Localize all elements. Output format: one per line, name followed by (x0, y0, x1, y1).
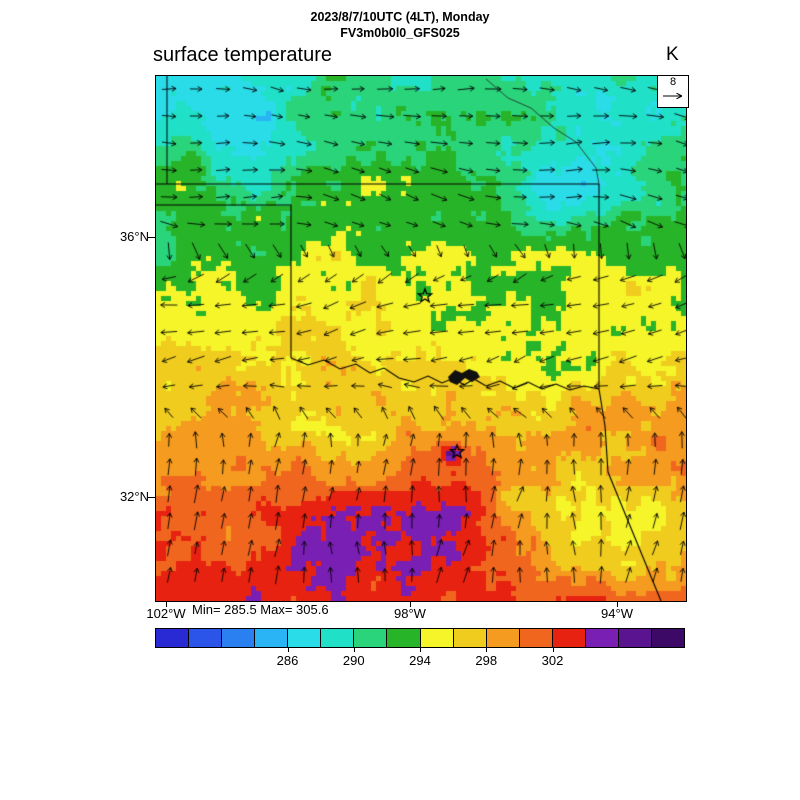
colorbar-segment (585, 629, 619, 647)
colorbar-tick-mark (287, 648, 289, 652)
colorbar-segment (519, 629, 553, 647)
lat-axis-label: 32°N (119, 488, 149, 504)
colorbar-segment (552, 629, 586, 647)
colorbar-tick-mark (420, 648, 421, 652)
lat-tick-mark (148, 496, 155, 498)
colorbar-segment (189, 629, 223, 647)
lat-tick-mark (148, 237, 155, 238)
colorbar-tick-mark (552, 648, 554, 652)
lon-axis-label: 94°W (601, 606, 633, 621)
colorbar-tick-mark (486, 648, 488, 652)
minmax-stats: Min= 285.5 Max= 305.6 (192, 602, 329, 617)
lon-tick-mark (409, 601, 411, 607)
colorbar-tick-label: 290 (342, 653, 365, 668)
wind-reference-value: 8 (669, 76, 677, 88)
lon-tick-mark (617, 601, 618, 607)
colorbar-segment (354, 629, 388, 647)
colorbar-segment (387, 629, 421, 647)
temperature-map-canvas (156, 76, 686, 601)
colorbar-tick-mark (353, 648, 355, 652)
lon-axis-label: 98°W (394, 606, 426, 621)
colorbar-segment (420, 629, 454, 647)
colorbar-tick-label: 294 (409, 653, 431, 668)
colorbar: 286 290 294 298 302 (155, 628, 685, 674)
model-line: FV3m0b0l0_GFS025 (340, 26, 460, 40)
units-label: K (666, 44, 679, 65)
colorbar-segment (255, 629, 289, 647)
colorbar-tick-label: 298 (475, 653, 498, 668)
colorbar-segment (618, 629, 652, 647)
colorbar-segment (288, 629, 322, 647)
colorbar-segment (156, 629, 190, 647)
plot-title: surface temperature (153, 44, 332, 66)
datetime-line: 2023/8/7/10UTC (4LT), Monday (310, 10, 490, 24)
colorbar-segments (155, 628, 685, 648)
colorbar-tick-label: 286 (276, 653, 299, 668)
colorbar-tick-label: 302 (541, 653, 564, 668)
plot-header: 2023/8/7/10UTC (4LT), Monday FV3m0b0l0_G… (0, 9, 800, 41)
colorbar-segment (321, 629, 355, 647)
lon-tick-mark (166, 601, 168, 607)
lat-axis-label: 36°N (119, 229, 149, 244)
lon-axis-label: 102°W (146, 606, 186, 621)
colorbar-segment (453, 629, 487, 647)
map-area: 8 (155, 75, 689, 602)
colorbar-segment (486, 629, 520, 647)
wind-reference-arrow-icon (663, 92, 683, 100)
colorbar-segment (651, 629, 684, 647)
colorbar-segment (222, 629, 256, 647)
wind-reference-box: 8 (657, 75, 689, 108)
